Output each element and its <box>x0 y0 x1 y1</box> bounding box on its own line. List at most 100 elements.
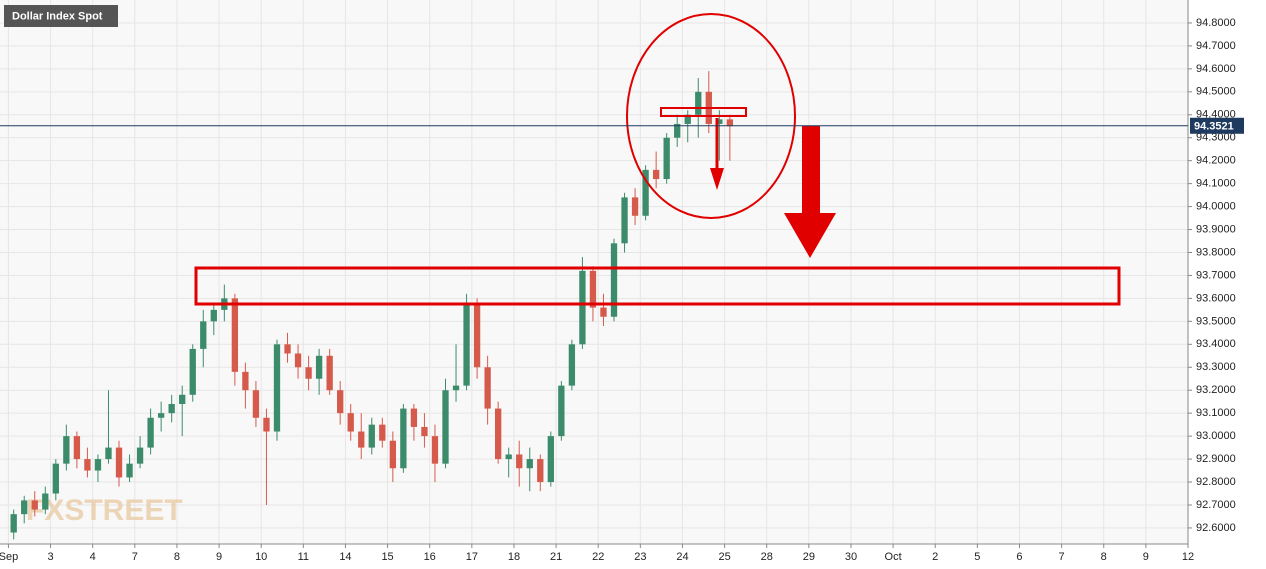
y-tick-label: 93.5000 <box>1196 315 1236 327</box>
candle-body <box>189 348 196 395</box>
candle-body <box>263 417 270 432</box>
last-price-label: 94.3521 <box>1194 121 1234 133</box>
x-tick-label: 17 <box>466 551 478 563</box>
y-tick-label: 92.8000 <box>1196 476 1236 488</box>
candle-body <box>63 436 70 464</box>
candle-body <box>200 321 207 349</box>
small-arrow-head <box>710 168 724 190</box>
y-tick-label: 94.4000 <box>1196 109 1236 121</box>
x-tick-label: 3 <box>47 551 53 563</box>
candle-body <box>537 459 544 483</box>
candle-body <box>410 408 418 427</box>
candle-body <box>663 137 670 180</box>
candle-body <box>347 413 354 432</box>
candle-body <box>473 302 481 368</box>
y-tick-label: 92.6000 <box>1196 522 1236 534</box>
x-tick-label: 29 <box>803 551 815 563</box>
support-zone <box>194 266 1121 306</box>
x-tick-label: 24 <box>676 551 688 563</box>
highlight-circle <box>626 13 796 219</box>
candle-body <box>558 385 565 437</box>
candle-body <box>389 440 396 469</box>
x-tick-label: 28 <box>761 551 773 563</box>
x-tick-label: 9 <box>216 551 222 563</box>
candle-body <box>631 197 639 216</box>
x-tick-label: 22 <box>592 551 604 563</box>
x-tick-label: 4 <box>90 551 96 563</box>
x-tick-label: 25 <box>718 551 730 563</box>
candle-body <box>516 454 523 469</box>
x-tick-label: 23 <box>634 551 646 563</box>
candle-body <box>526 459 533 469</box>
x-tick-label: 11 <box>298 551 309 563</box>
candle-body <box>73 436 81 460</box>
x-tick-label: 15 <box>381 551 393 563</box>
x-tick-label: 8 <box>1101 551 1107 563</box>
candle-body <box>136 447 144 464</box>
candle-body <box>684 114 691 124</box>
big-arrow-head <box>784 213 836 258</box>
candle-body <box>294 353 302 368</box>
x-tick-label: 10 <box>255 551 267 563</box>
chart-title: Dollar Index Spot <box>12 10 103 22</box>
candle-body <box>568 344 576 386</box>
y-tick-label: 93.6000 <box>1196 292 1236 304</box>
x-tick-label: 18 <box>508 551 520 563</box>
candle-body <box>452 385 460 391</box>
candle-body <box>642 169 649 216</box>
candle-body <box>421 426 428 437</box>
candle-body <box>379 424 386 441</box>
candle-body <box>210 309 217 322</box>
candle-body <box>105 447 112 460</box>
candle-body <box>94 459 102 471</box>
y-tick-label: 93.2000 <box>1196 384 1236 396</box>
candle-body <box>126 463 133 478</box>
candle-body <box>231 298 239 372</box>
candle-body <box>484 367 491 409</box>
candle-body <box>252 390 260 418</box>
candle-body <box>589 270 597 308</box>
title-box <box>4 5 118 27</box>
candle-body <box>305 367 312 379</box>
x-tick-label: 14 <box>339 551 351 563</box>
candle-body <box>610 243 618 317</box>
x-tick-label: 7 <box>1059 551 1065 563</box>
candle-body <box>726 119 734 127</box>
candle-body <box>652 169 660 180</box>
candle-body <box>358 431 365 448</box>
candle-body <box>284 344 291 354</box>
candle-body <box>42 493 49 510</box>
y-tick-label: 93.8000 <box>1196 246 1236 258</box>
candle-body <box>31 500 38 510</box>
big-arrow <box>802 126 820 214</box>
x-tick-label: 6 <box>1016 551 1022 563</box>
candle-body <box>695 91 702 115</box>
candle-body <box>21 500 28 515</box>
candle-body <box>400 408 407 469</box>
candle-body <box>600 307 607 317</box>
candle-body <box>52 463 59 494</box>
x-tick-label: 5 <box>974 551 980 563</box>
candle-body <box>315 355 323 379</box>
y-tick-label: 94.1000 <box>1196 178 1236 190</box>
candle-body <box>10 514 17 533</box>
x-tick-label: 16 <box>424 551 436 563</box>
candle-body <box>442 390 449 464</box>
watermark: FXSTREET <box>26 494 183 527</box>
annotations <box>194 13 1121 306</box>
y-tick-label: 94.3000 <box>1196 132 1236 144</box>
candle-body <box>157 413 165 418</box>
candle-body <box>368 424 375 448</box>
axes: 92.6000 92.7000 92.8000 92.9000 93.0000 93.10… <box>0 0 1244 563</box>
x-tick-label: 21 <box>550 551 562 563</box>
y-tick-label: 94.6000 <box>1196 63 1236 75</box>
candle-body <box>168 403 175 414</box>
candle-body <box>337 390 344 414</box>
candle-body <box>547 436 554 483</box>
x-tick-label: Oct <box>885 551 902 563</box>
x-tick-label: 7 <box>132 551 138 563</box>
y-tick-label: 93.0000 <box>1196 430 1236 442</box>
candle-body <box>495 408 502 460</box>
candle-body <box>579 270 586 345</box>
